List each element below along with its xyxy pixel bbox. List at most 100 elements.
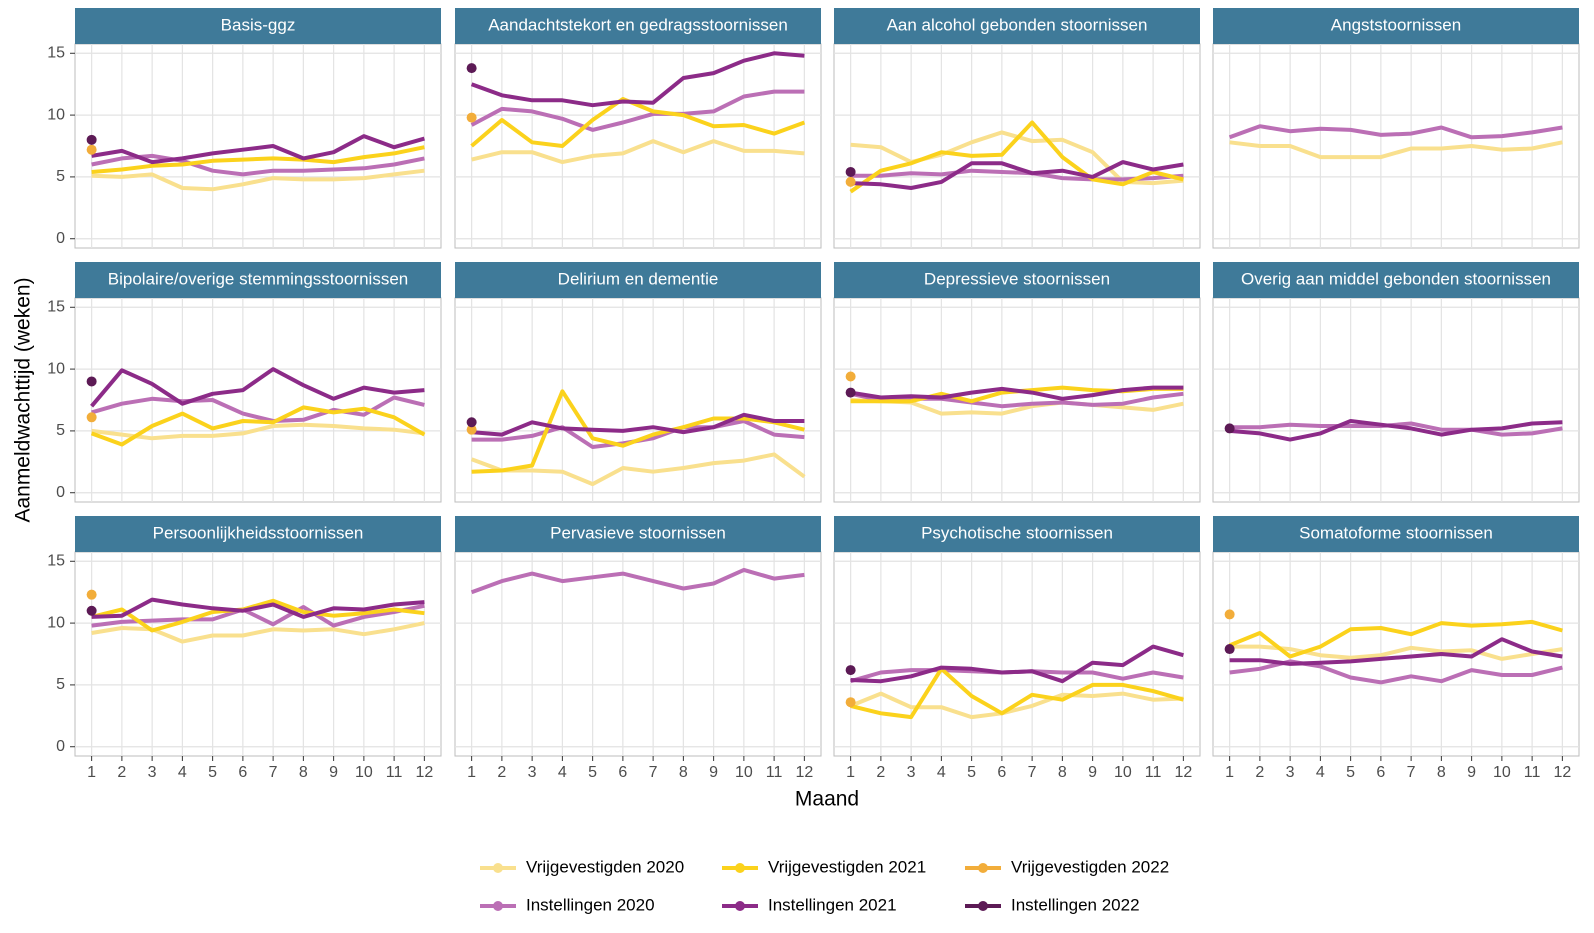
x-tick-label: 3 [907,764,916,781]
series-line [91,134,425,165]
x-tick-label: 9 [1088,764,1097,781]
panel: Basis-ggz [74,8,442,249]
series-point [86,144,97,155]
y-tick-label: 0 [56,484,65,501]
series-line [91,145,425,174]
x-tick-label: 11 [386,764,403,781]
panel: Angststoornissen [1212,8,1580,249]
series-line [850,391,1184,409]
series-line [90,367,425,408]
legend-point [735,863,745,873]
x-tick-label: 11 [1145,764,1162,781]
x-tick-label: 6 [997,764,1006,781]
x-tick-label: 2 [876,764,885,781]
y-tick-label: 10 [47,614,65,631]
legend-item: Instellingen 2021 [722,895,897,914]
panel: Aandachtstekort en gedragsstoornissen [454,8,822,249]
legend-label: Instellingen 2020 [526,895,655,914]
series-point [1224,609,1235,620]
x-tick-label: 4 [937,764,946,781]
panel-background [833,551,1201,757]
series-point [845,697,856,708]
series-point [845,665,856,676]
legend-label: Vrijgevestigden 2022 [1011,857,1169,876]
panel-title: Basis-ggz [221,15,296,34]
panel-title: Aandachtstekort en gedragsstoornissen [488,15,788,34]
series-line [1228,124,1563,140]
series-point [1224,644,1235,655]
panel: Pervasieve stoornissen [454,516,822,757]
series-point [1224,423,1235,434]
legend-item: Instellingen 2020 [480,895,655,914]
x-tick-label: 11 [766,764,783,781]
x-axis-title: Maand [795,788,859,811]
series-point [466,417,477,428]
x-tick-label: 7 [1028,764,1037,781]
legend-label: Vrijgevestigden 2021 [768,857,926,876]
x-tick-label: 1 [87,764,96,781]
x-tick-label: 3 [528,764,537,781]
strip [1213,8,1579,44]
series-line [91,153,425,177]
series-line [471,412,805,437]
series-line [849,691,1184,720]
x-tick-label: 3 [1286,764,1295,781]
panel-background [1212,551,1580,757]
strip [455,262,821,298]
panel-background [454,551,822,757]
panel-background [74,551,442,757]
x-tick-label: 5 [1346,764,1355,781]
series-point [845,166,856,177]
series-line [470,89,805,132]
x-tick-label: 7 [649,764,658,781]
y-tick-label: 10 [47,106,65,123]
legend-label: Instellingen 2022 [1011,895,1140,914]
series-point [86,412,97,423]
series-line [850,385,1184,401]
panel-title: Somatoforme stoornissen [1299,523,1493,542]
series-line [1229,644,1563,661]
panel: Psychotische stoornissen [833,516,1201,757]
y-axis-title: Aanmeldwachttijd (weken) [12,277,35,522]
legend-label: Instellingen 2021 [768,895,897,914]
x-tick-label: 12 [1553,764,1571,781]
panel-title: Pervasieve stoornissen [550,523,726,542]
x-tick-label: 2 [497,764,506,781]
y-tick-label: 10 [47,360,65,377]
panel: Bipolaire/overige stemmingsstoornissen [74,262,442,503]
legend-label: Vrijgevestigden 2020 [526,857,684,876]
x-tick-label: 2 [117,764,126,781]
series-line [471,139,805,165]
x-tick-label: 8 [1058,764,1067,781]
x-tick-label: 5 [208,764,217,781]
legend-point [735,901,745,911]
x-tick-label: 7 [269,764,278,781]
legend-point [493,901,503,911]
series-line [850,666,1184,720]
series-line [850,160,1184,190]
strip [75,262,441,298]
series-line [1228,619,1563,659]
legend-point [978,863,988,873]
x-tick-label: 9 [1467,764,1476,781]
x-tick-label: 6 [1376,764,1385,781]
series-point [845,176,856,187]
series-point [466,424,477,435]
panel-title: Aan alcohol gebonden stoornissen [887,15,1148,34]
series-point [86,376,97,387]
panel-title: Delirium en dementie [558,269,719,288]
series-line [470,51,805,108]
panel-title: Overig aan middel gebonden stoornissen [1241,269,1551,288]
x-tick-label: 12 [1174,764,1192,781]
series-point [86,605,97,616]
x-tick-label: 9 [709,764,718,781]
x-tick-label: 4 [1316,764,1325,781]
panel: Aan alcohol gebonden stoornissen [833,8,1201,249]
y-tick-label: 0 [56,230,65,247]
y-tick-label: 5 [56,168,65,185]
strip [834,8,1200,44]
x-tick-label: 8 [299,764,308,781]
x-tick-label: 1 [846,764,855,781]
x-tick-label: 6 [618,764,627,781]
